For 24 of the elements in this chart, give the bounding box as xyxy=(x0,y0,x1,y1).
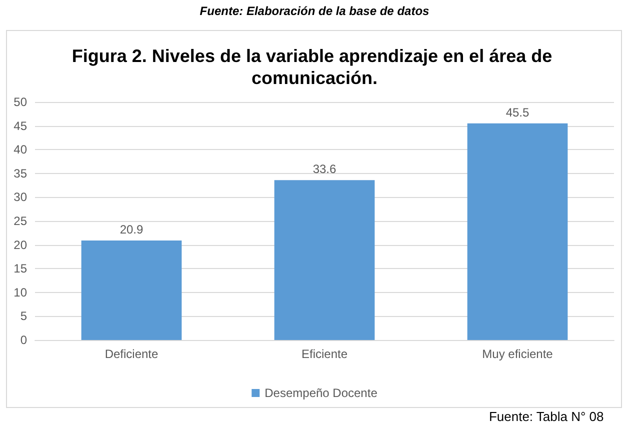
y-tick-label: 15 xyxy=(14,262,28,276)
bar xyxy=(81,240,182,340)
y-tick-label: 35 xyxy=(14,166,28,180)
bar xyxy=(467,123,568,340)
legend-label: Desempeño Docente xyxy=(264,386,378,400)
data-label: 45.5 xyxy=(506,105,530,120)
x-tick-label: Muy eficiente xyxy=(482,347,554,361)
source-note: Fuente: Tabla N° 08 xyxy=(488,409,604,424)
chart-title: Figura 2. Niveles de la variable aprendizaje en el área de comunicación. xyxy=(72,46,558,88)
y-tick-label: 50 xyxy=(14,95,28,109)
y-tick-label: 5 xyxy=(20,309,28,324)
x-tick-label: Deficiente xyxy=(104,347,158,361)
source-note: Fuente: Elaboración de la base de datos xyxy=(200,4,430,18)
y-tick-label: 40 xyxy=(14,142,28,157)
bar xyxy=(274,180,375,340)
y-tick-label: 30 xyxy=(14,190,28,204)
data-label: 33.6 xyxy=(312,162,336,176)
y-tick-label: 10 xyxy=(14,285,28,300)
y-tick-label: 45 xyxy=(14,118,28,133)
y-tick-label: 25 xyxy=(14,214,28,228)
y-tick-label: 20 xyxy=(14,238,28,252)
x-tick-label: Eficiente xyxy=(301,347,348,361)
y-tick-label: 0 xyxy=(20,333,28,347)
data-label: 20.9 xyxy=(120,222,144,237)
